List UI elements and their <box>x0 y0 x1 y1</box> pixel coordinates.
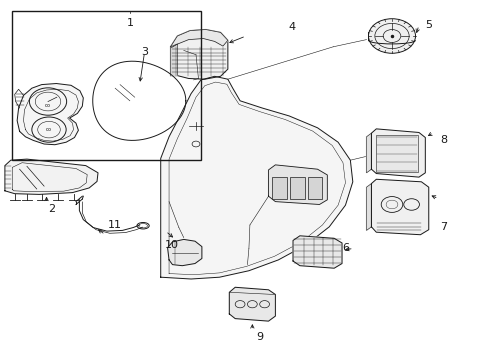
Bar <box>290 177 305 199</box>
Text: 4: 4 <box>288 22 295 32</box>
Polygon shape <box>367 133 371 173</box>
Text: 5: 5 <box>425 20 432 30</box>
Polygon shape <box>17 84 83 145</box>
Polygon shape <box>161 76 353 279</box>
Polygon shape <box>367 184 371 230</box>
Polygon shape <box>171 30 228 48</box>
Bar <box>272 177 287 199</box>
Polygon shape <box>371 179 429 235</box>
Text: 3: 3 <box>141 47 148 57</box>
Text: 1: 1 <box>126 18 133 28</box>
Bar <box>12 11 201 160</box>
Text: 2: 2 <box>48 204 55 214</box>
Polygon shape <box>371 129 425 177</box>
Text: 11: 11 <box>108 220 122 230</box>
Polygon shape <box>171 44 177 76</box>
Bar <box>308 177 322 199</box>
Polygon shape <box>168 239 202 266</box>
Text: oo: oo <box>46 127 52 132</box>
Polygon shape <box>171 30 228 79</box>
Polygon shape <box>5 159 98 194</box>
Polygon shape <box>269 165 327 204</box>
Bar <box>376 135 418 172</box>
Text: 10: 10 <box>165 240 178 250</box>
Polygon shape <box>293 236 342 268</box>
Text: 7: 7 <box>440 222 447 232</box>
Text: 9: 9 <box>256 332 263 342</box>
Circle shape <box>368 19 416 53</box>
Text: oo: oo <box>45 103 51 108</box>
Text: 8: 8 <box>440 135 447 145</box>
Polygon shape <box>229 287 275 321</box>
Text: 6: 6 <box>342 243 349 253</box>
